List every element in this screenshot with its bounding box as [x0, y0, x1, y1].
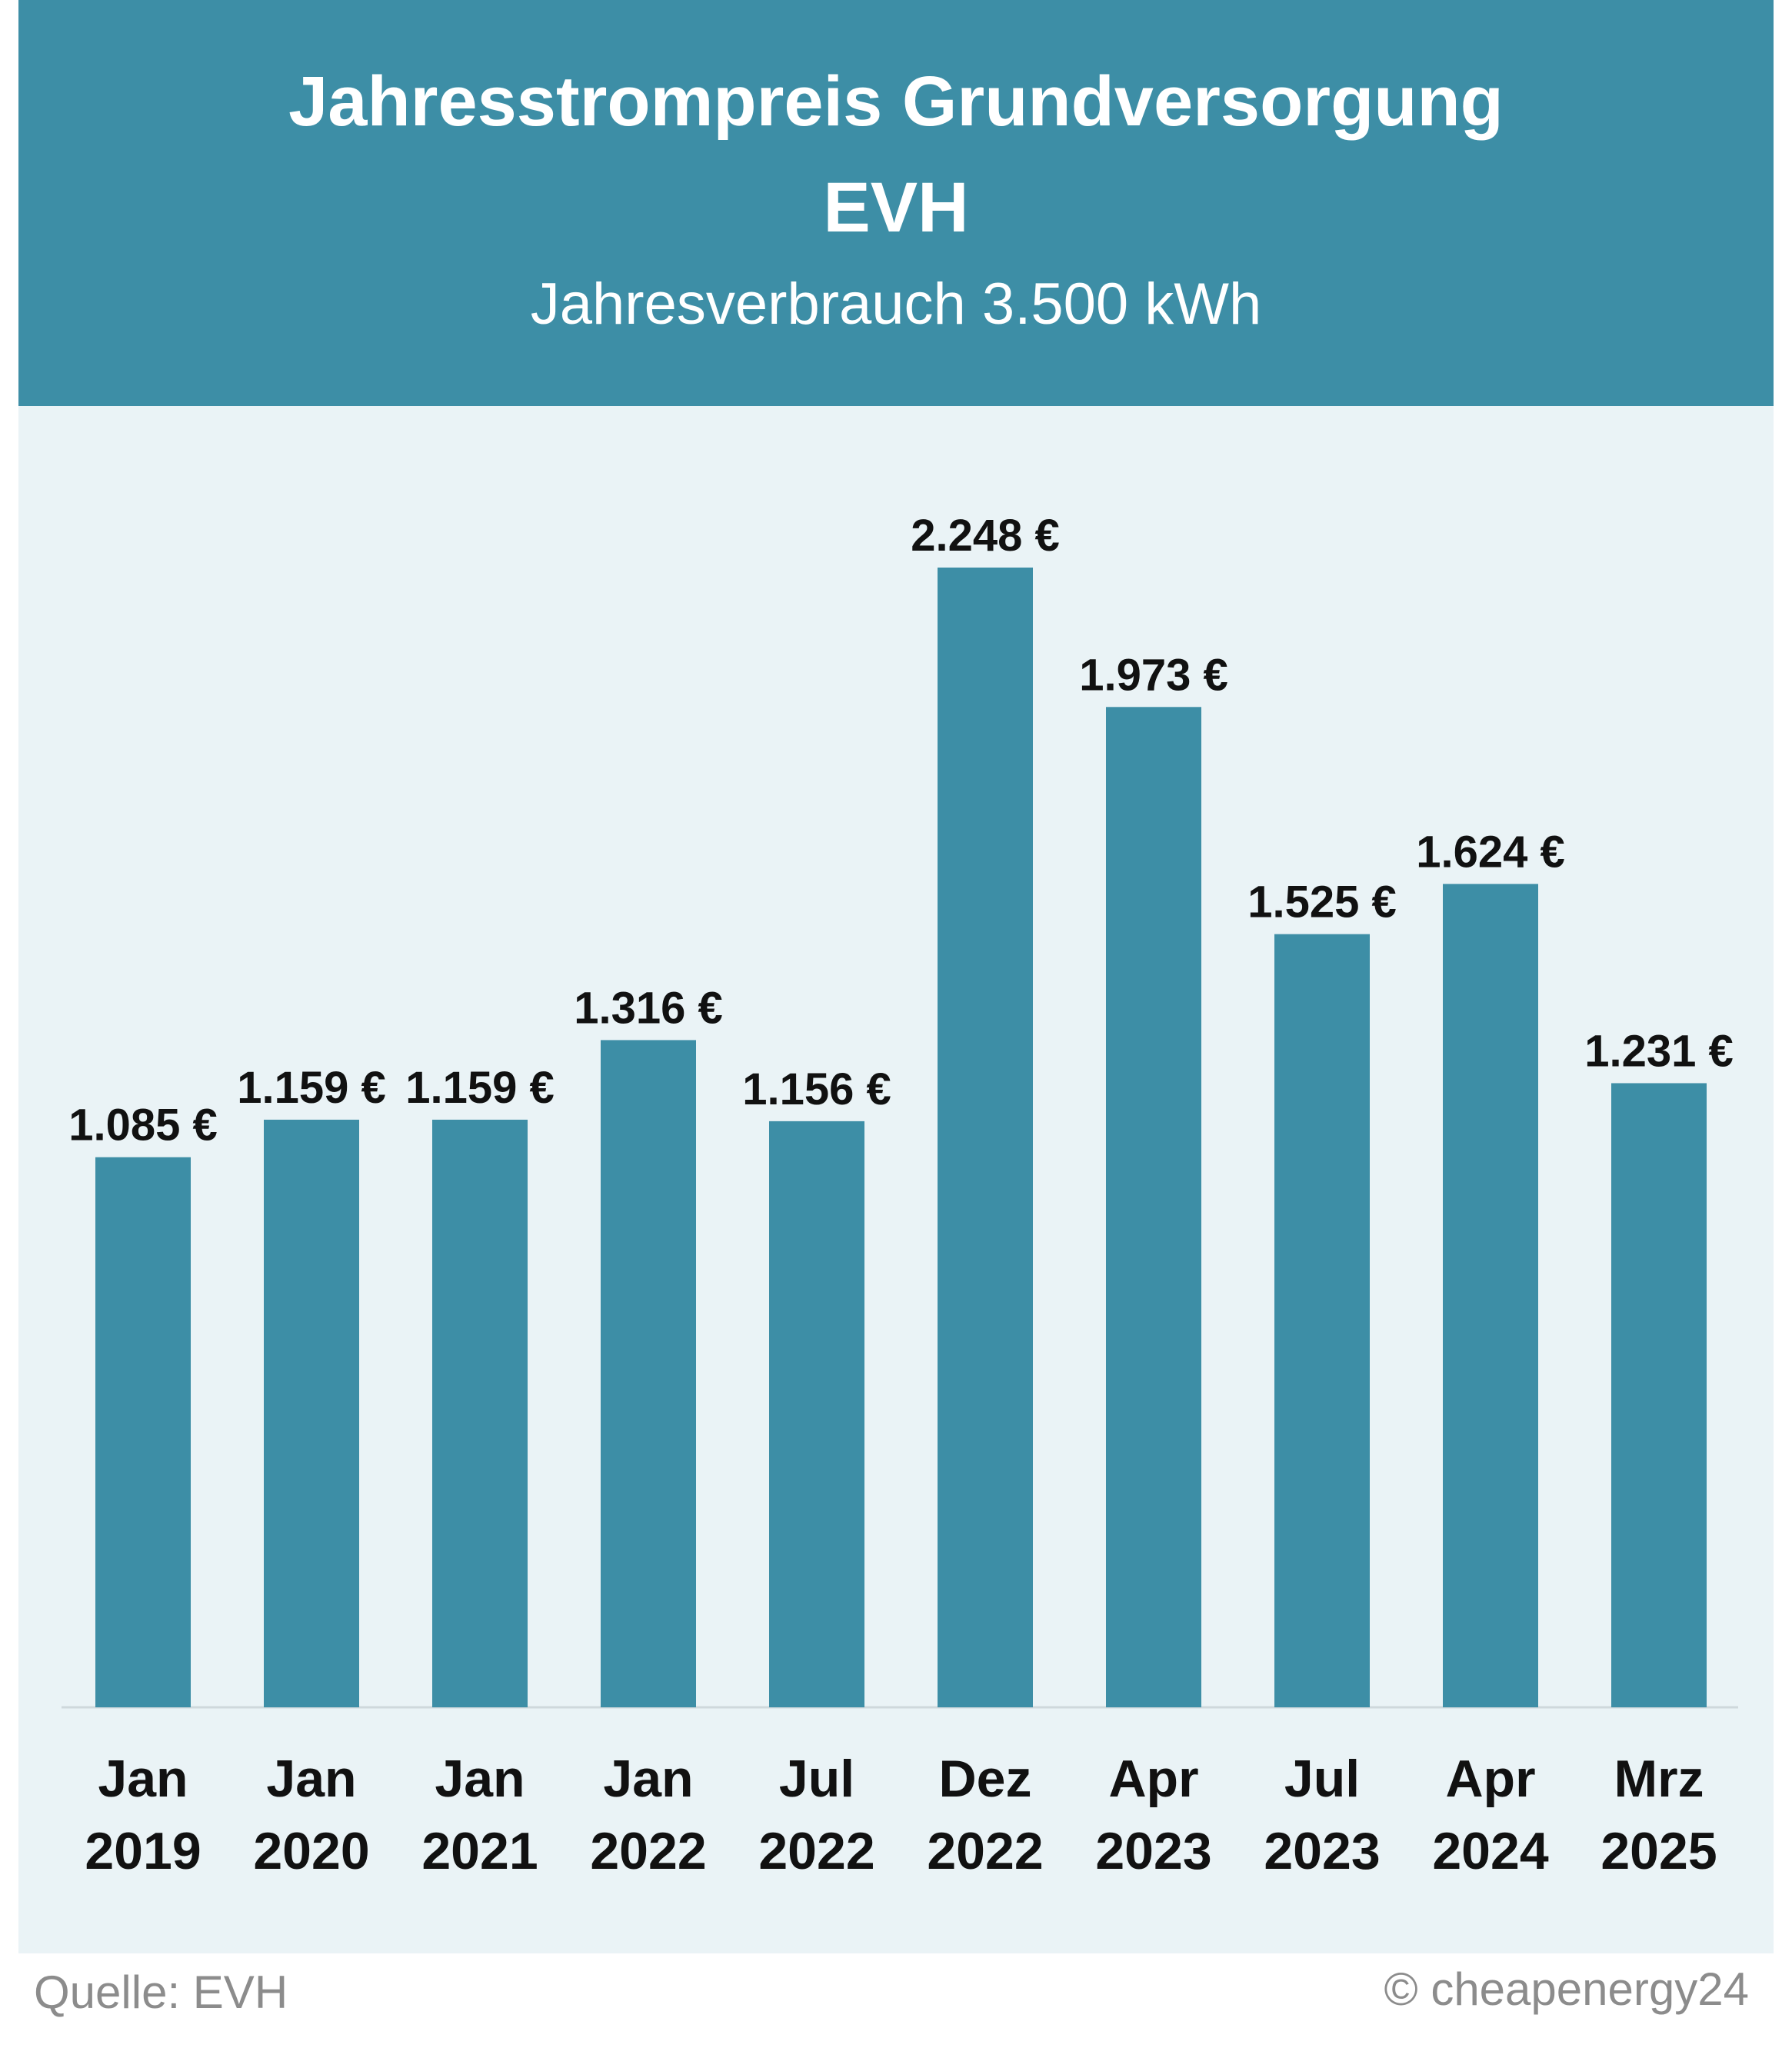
source-note: Quelle: EVH: [34, 1966, 288, 2018]
bar: [1611, 1083, 1707, 1707]
x-tick-label-year: 2023: [1264, 1822, 1380, 1880]
data-label: 1.316 €: [574, 983, 723, 1033]
chart-header: Jahresstrompreis Grundversorgung EVH Jah…: [18, 0, 1774, 406]
x-tick-label-year: 2020: [253, 1822, 369, 1880]
chart-title-line1: Jahresstrompreis Grundversorgung: [288, 62, 1504, 141]
bar: [1443, 884, 1538, 1707]
x-tick-label-year: 2022: [927, 1822, 1043, 1880]
x-tick-label-year: 2025: [1600, 1822, 1717, 1880]
bar: [938, 568, 1033, 1707]
data-label: 1.624 €: [1416, 827, 1565, 877]
bar: [264, 1119, 359, 1707]
x-tick-label-year: 2021: [421, 1822, 538, 1880]
bar-chart: 1.085 € Jan 2019 1.159 € Jan 2020 1.159 € Jan 20…: [62, 511, 1738, 1880]
data-label: 2.248 €: [911, 511, 1060, 561]
x-tick-label-month: Jan: [435, 1750, 525, 1808]
x-tick-label-month: Jan: [603, 1750, 693, 1808]
bar: [95, 1157, 191, 1707]
data-label: 1.159 €: [405, 1063, 555, 1113]
x-tick-label-month: Dez: [939, 1750, 1032, 1808]
bar: [432, 1119, 528, 1707]
data-label: 1.085 €: [68, 1101, 218, 1151]
x-tick-label-year: 2024: [1432, 1822, 1548, 1880]
chart-title-line2: EVH: [823, 168, 969, 247]
data-label: 1.525 €: [1247, 877, 1397, 927]
x-tick-label-month: Apr: [1445, 1750, 1535, 1808]
bar: [1106, 707, 1201, 1708]
x-tick-label-month: Jan: [266, 1750, 356, 1808]
x-tick-label-month: Jul: [1284, 1750, 1360, 1808]
copyright-note: © cheapenergy24: [1384, 1963, 1749, 2015]
data-label: 1.973 €: [1079, 650, 1228, 700]
bar: [769, 1121, 864, 1707]
chart-subtitle: Jahresverbrauch 3.500 kWh: [530, 271, 1262, 337]
data-label: 1.231 €: [1584, 1026, 1734, 1076]
data-label: 1.156 €: [742, 1064, 891, 1114]
x-tick-label-month: Mrz: [1614, 1750, 1704, 1808]
x-tick-label-month: Apr: [1108, 1750, 1198, 1808]
x-tick-label-month: Jul: [779, 1750, 854, 1808]
x-tick-label-year: 2022: [758, 1822, 874, 1880]
plot-area: 1.085 € Jan 2019 1.159 € Jan 2020 1.159 € Jan 20…: [18, 406, 1774, 1953]
x-tick-label-year: 2019: [85, 1822, 201, 1880]
bar: [1274, 934, 1370, 1707]
x-tick-label-year: 2022: [590, 1822, 706, 1880]
data-label: 1.159 €: [237, 1063, 386, 1113]
x-tick-label-month: Jan: [98, 1750, 188, 1808]
x-tick-label-year: 2023: [1095, 1822, 1211, 1880]
bar: [601, 1040, 696, 1707]
